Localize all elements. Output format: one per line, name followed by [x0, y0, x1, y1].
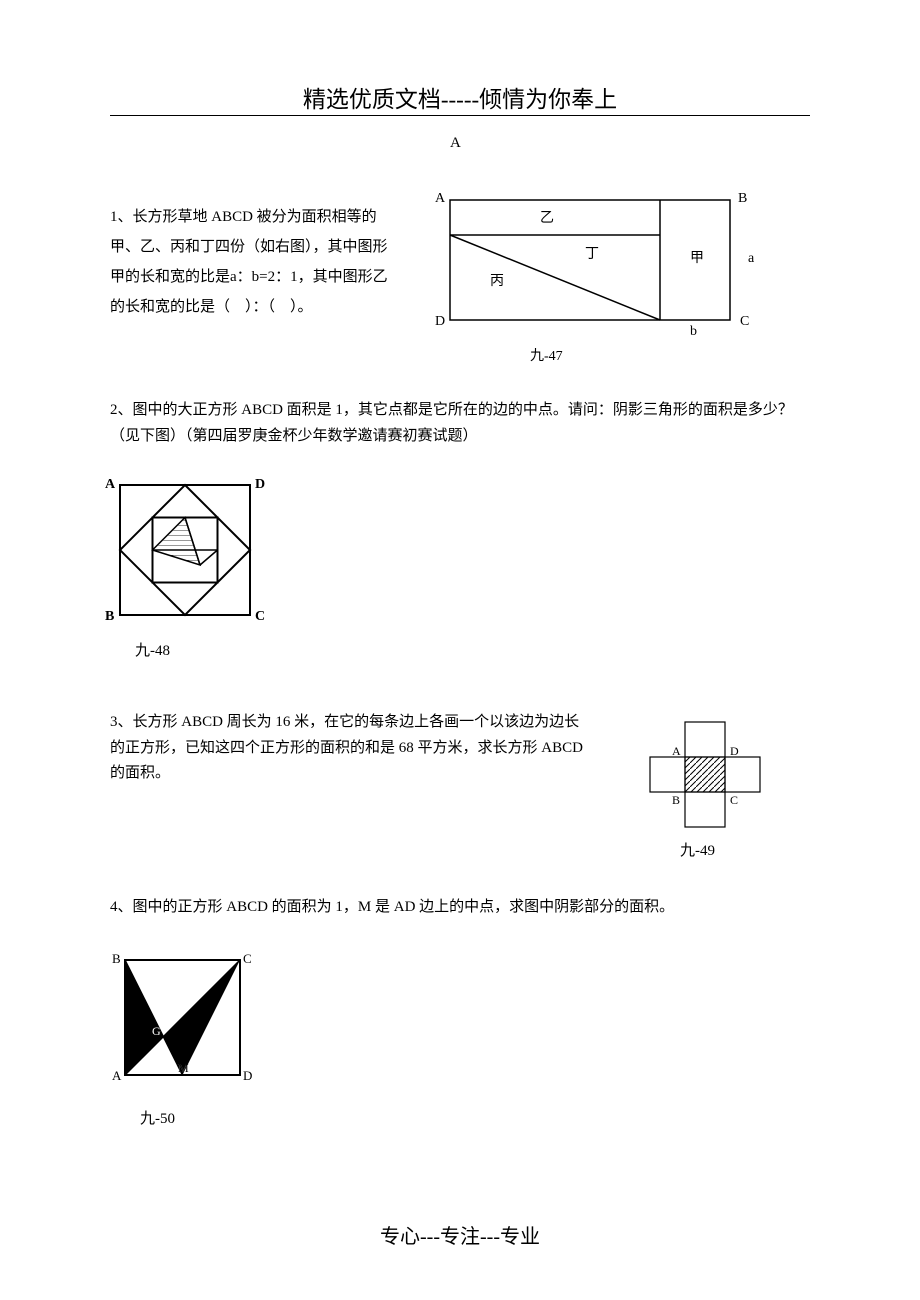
figure-48-caption: 九-48: [135, 642, 170, 659]
question-4-text: 4、图中的正方形 ABCD 的面积为 1，M 是 AD 边上的中点，求图中阴影部…: [110, 895, 810, 921]
figure-50-caption: 九-50: [140, 1110, 175, 1127]
label-yi: 乙: [540, 210, 554, 226]
label-a: A: [105, 477, 116, 492]
label-b: B: [105, 609, 114, 624]
label-a: A: [672, 744, 681, 758]
label-side-a: a: [748, 251, 755, 266]
question-2-text: 2、图中的大正方形 ABCD 面积是 1，其它点都是它所在的边的中点。请问：阴影…: [110, 398, 810, 449]
figure-47-caption: 九-47: [530, 348, 563, 364]
figure-48: A D B C 九-48: [100, 470, 270, 675]
label-c: C: [730, 793, 738, 807]
label-d: D: [730, 744, 739, 758]
label-a: A: [112, 1068, 122, 1083]
label-c: C: [243, 951, 252, 966]
figure-47: A B C D 乙 丁 甲 丙 a b 九-47: [430, 190, 760, 375]
section-label: A: [450, 135, 461, 152]
label-c: C: [740, 314, 749, 329]
label-a: A: [435, 191, 446, 206]
label-d: D: [243, 1068, 252, 1083]
label-c: C: [255, 609, 265, 624]
page-header: 精选优质文档-----倾情为你奉上: [0, 80, 920, 114]
label-b: B: [738, 191, 747, 206]
label-b: B: [672, 793, 680, 807]
question-1-text: 1、长方形草地 ABCD 被分为面积相等的甲、乙、丙和丁四份（如右图），其中图形…: [110, 202, 400, 322]
label-jia: 甲: [690, 251, 704, 266]
label-side-b: b: [690, 324, 697, 339]
figure-49: A D B C 九-49: [630, 715, 800, 870]
label-d: D: [255, 477, 265, 492]
figure-49-caption: 九-49: [680, 842, 715, 859]
question-3-text: 3、长方形 ABCD 周长为 16 米，在它的每条边上各画一个以该边为边长的正方…: [110, 710, 590, 787]
label-b: B: [112, 951, 121, 966]
label-g: G: [152, 1024, 161, 1038]
header-underline: [110, 115, 810, 116]
page-footer: 专心---专注---专业: [0, 1220, 920, 1249]
label-ding: 丁: [585, 247, 599, 262]
label-m2: M: [178, 1061, 189, 1075]
figure-50: B C A D M M G 九-50: [110, 945, 270, 1135]
label-bing: 丙: [490, 274, 504, 289]
label-d: D: [435, 314, 445, 329]
